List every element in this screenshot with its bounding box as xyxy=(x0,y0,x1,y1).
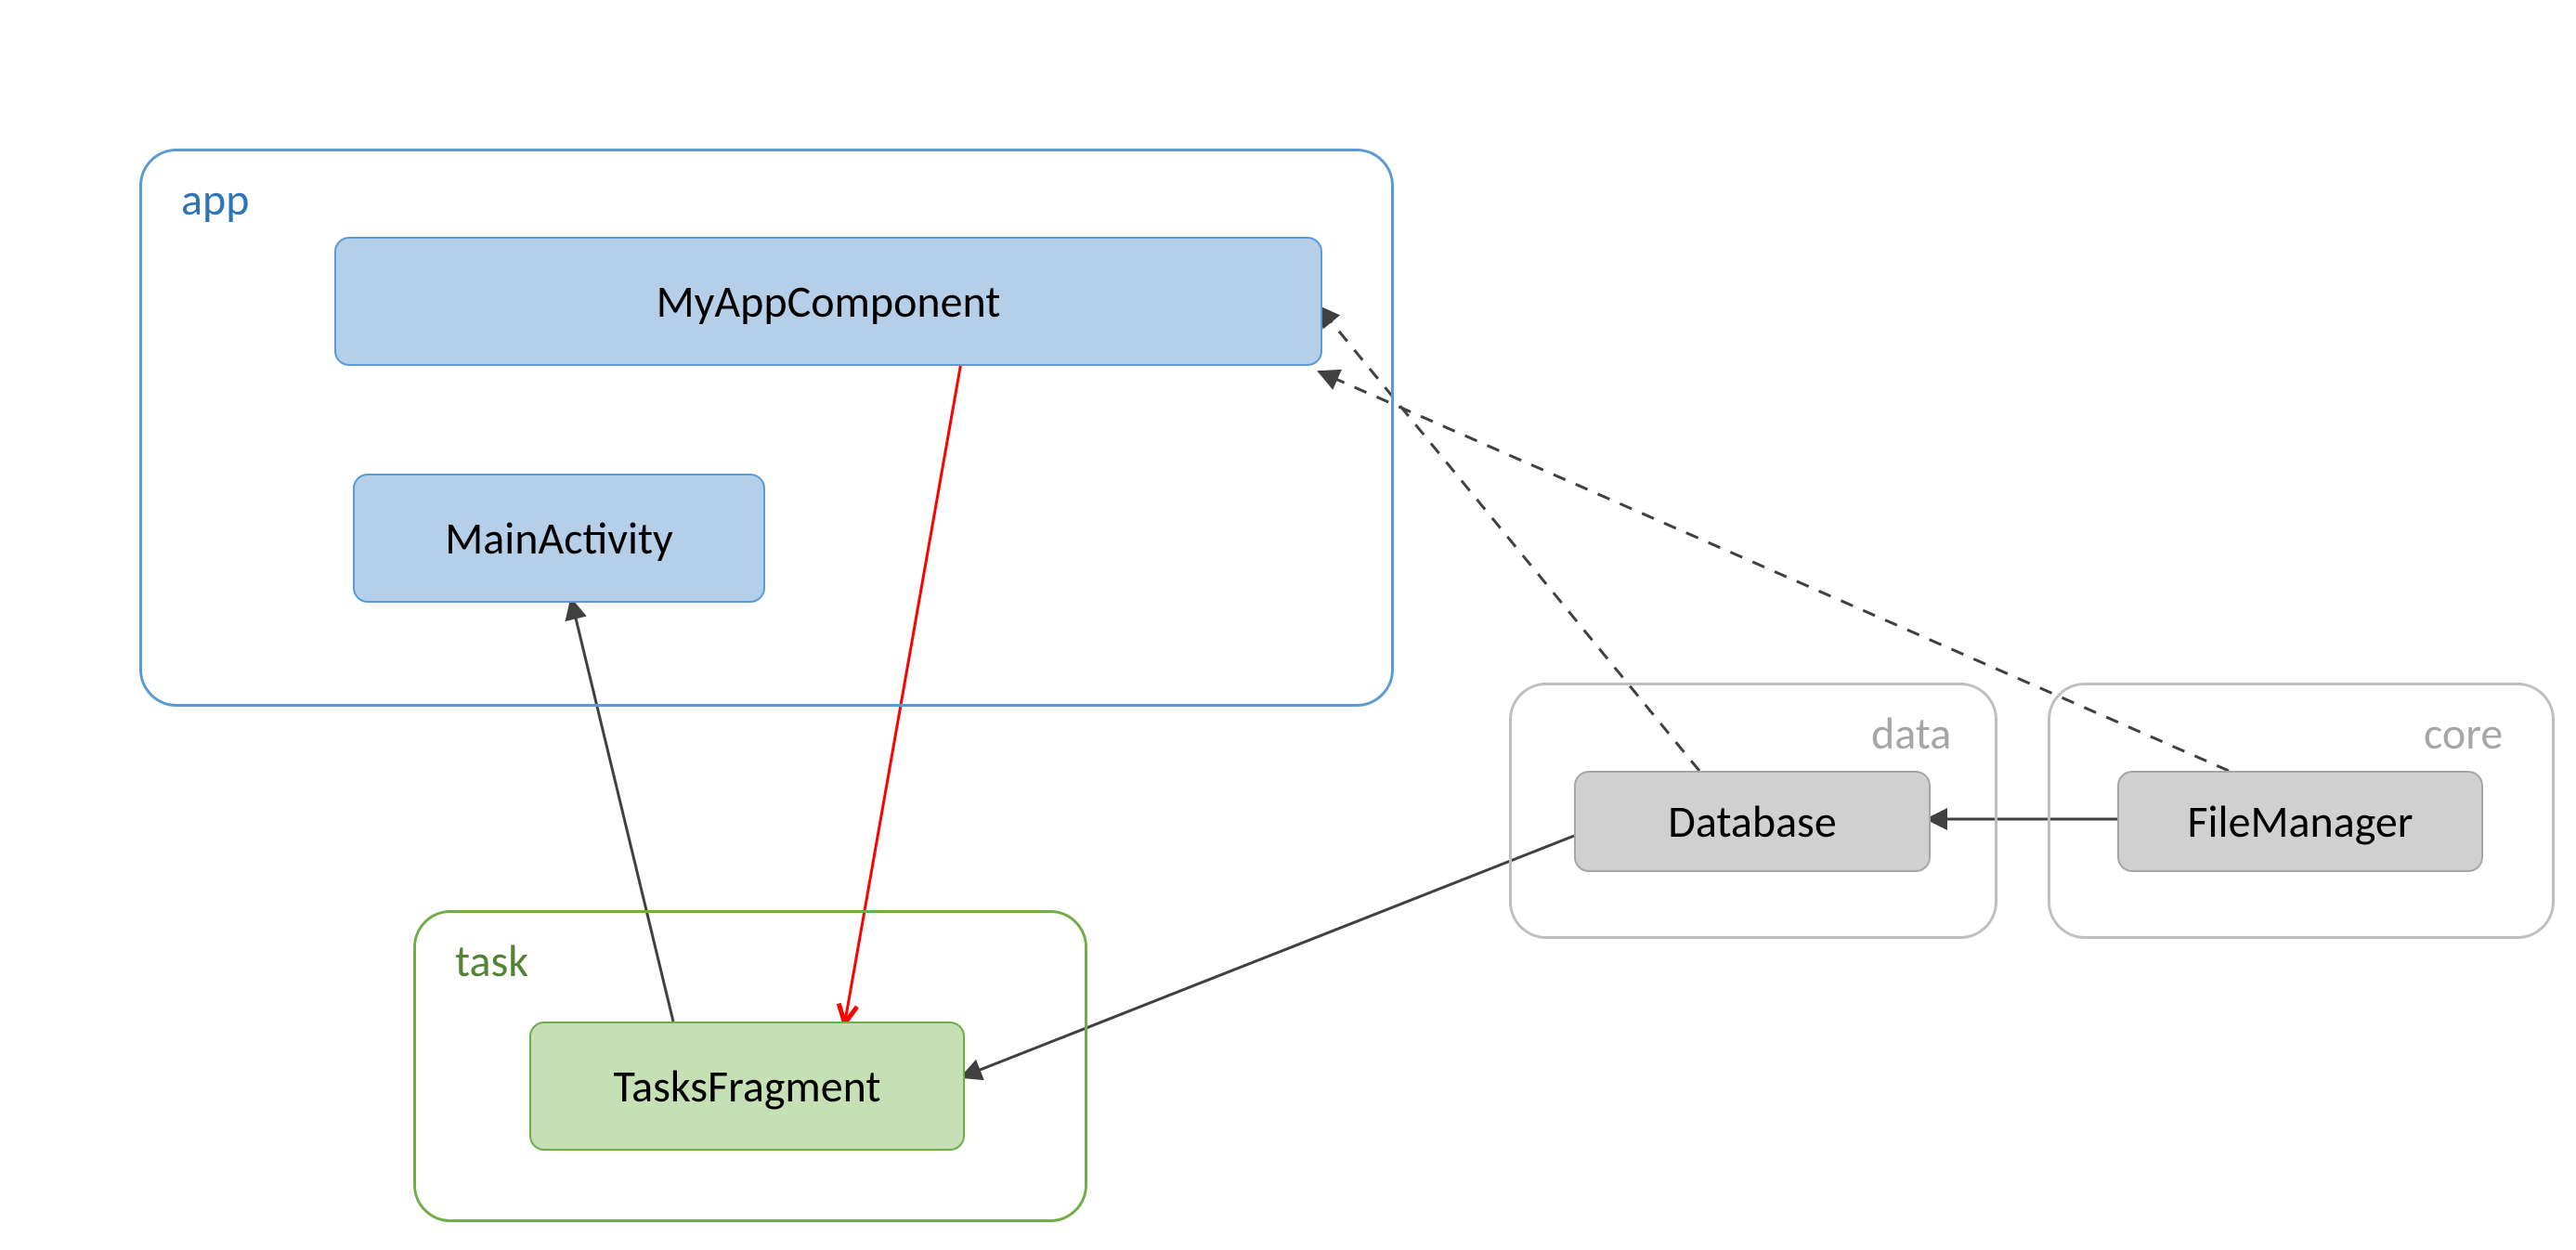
node-mainactivity: MainActivity xyxy=(353,474,765,603)
container-label-task: task xyxy=(455,933,528,988)
node-filemanager: FileManager xyxy=(2117,771,2483,872)
container-app xyxy=(139,149,1394,707)
node-tasksfragment: TasksFragment xyxy=(529,1022,965,1151)
container-label-app: app xyxy=(181,172,249,227)
node-myappcomponent: MyAppComponent xyxy=(334,237,1322,366)
node-database: Database xyxy=(1574,771,1931,872)
container-label-data: data xyxy=(1871,706,1951,761)
diagram-canvas: app task data core MyAppComponent MainActivi… xyxy=(0,0,2576,1250)
container-label-core: core xyxy=(2424,706,2503,761)
